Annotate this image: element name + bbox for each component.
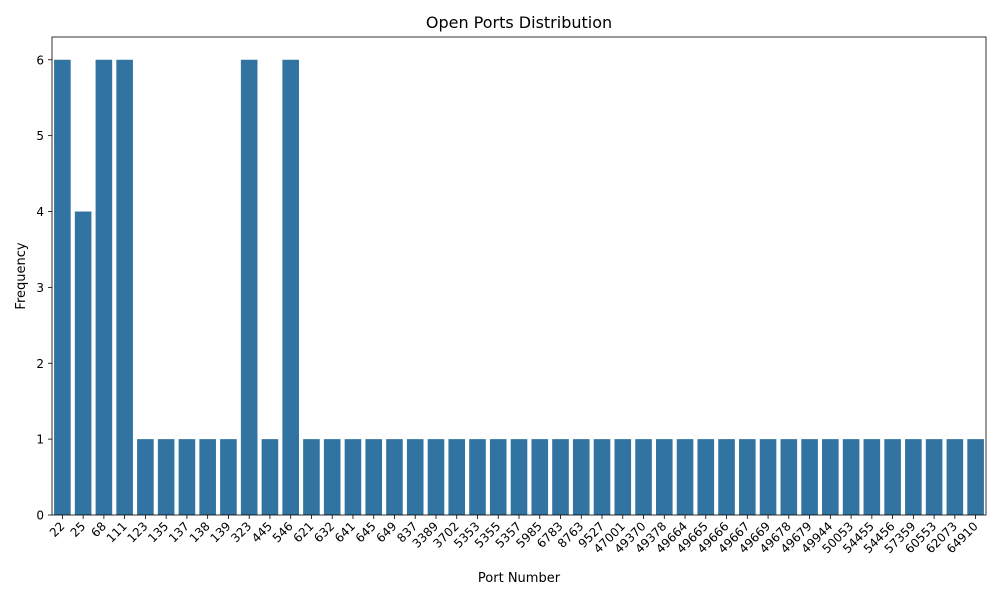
bar-49378 bbox=[655, 439, 673, 515]
x-tick-label: 632 bbox=[311, 519, 337, 545]
bar-621 bbox=[303, 439, 320, 515]
bar-837 bbox=[406, 439, 424, 515]
chart-title: Open Ports Distribution bbox=[426, 13, 612, 32]
bar-3389 bbox=[427, 439, 445, 515]
bar-49678 bbox=[780, 439, 798, 515]
bar-5355 bbox=[489, 439, 507, 515]
y-axis-label: Frequency bbox=[14, 242, 29, 309]
x-tick-label: 135 bbox=[145, 519, 171, 545]
x-tick-label: 445 bbox=[249, 519, 275, 545]
x-axis: 22 25 681111231351371381393234455466216326… bbox=[47, 515, 981, 556]
bar-5985 bbox=[531, 439, 549, 515]
bar-135 bbox=[157, 439, 175, 515]
x-tick-label: 139 bbox=[207, 519, 233, 545]
x-tick-label: 641 bbox=[332, 519, 358, 545]
y-tick-label: 4 bbox=[36, 205, 44, 219]
bar-49665 bbox=[697, 439, 715, 515]
bar-64910 bbox=[967, 439, 984, 515]
x-tick-label: 621 bbox=[290, 519, 316, 545]
y-tick-label: 2 bbox=[36, 357, 44, 371]
bar-60553 bbox=[925, 439, 943, 515]
bar-123 bbox=[137, 439, 154, 515]
bar-649 bbox=[386, 439, 403, 515]
bar-50053 bbox=[842, 439, 860, 515]
bar-49679 bbox=[801, 439, 818, 515]
x-tick-label: 138 bbox=[187, 519, 213, 545]
bar-139 bbox=[220, 439, 237, 515]
bar-5357 bbox=[510, 439, 528, 515]
bar-49666 bbox=[718, 439, 735, 515]
bar-22 bbox=[54, 59, 71, 515]
x-tick-label: 645 bbox=[353, 519, 379, 545]
bar-62073 bbox=[946, 439, 964, 515]
bar-3702 bbox=[448, 439, 466, 515]
bar-9527 bbox=[593, 439, 611, 515]
bar-47001 bbox=[614, 439, 632, 515]
bar-137 bbox=[178, 439, 196, 515]
y-tick-label: 5 bbox=[36, 129, 44, 143]
bar-632 bbox=[323, 439, 341, 515]
bar-645 bbox=[365, 439, 383, 515]
x-tick-label: 649 bbox=[373, 519, 399, 545]
bar-49667 bbox=[739, 439, 756, 515]
bar-546 bbox=[282, 59, 299, 515]
bar-49669 bbox=[759, 439, 777, 515]
bar-54456 bbox=[884, 439, 901, 515]
x-tick-label: 323 bbox=[228, 519, 254, 545]
bar-49370 bbox=[635, 439, 652, 515]
x-tick-label: 137 bbox=[166, 519, 192, 545]
bar-57359 bbox=[905, 439, 922, 515]
x-tick-label: 111 bbox=[104, 519, 130, 545]
x-tick-label: 25 bbox=[68, 519, 89, 540]
bar-49944 bbox=[822, 439, 839, 515]
bar-138 bbox=[199, 439, 216, 515]
y-tick-label: 6 bbox=[36, 53, 44, 67]
bar-323 bbox=[240, 59, 258, 515]
y-tick-label: 1 bbox=[36, 433, 44, 447]
x-tick-label: 123 bbox=[124, 519, 150, 545]
bar-8763 bbox=[572, 439, 590, 515]
y-tick-label: 3 bbox=[36, 281, 44, 295]
bar-111 bbox=[116, 59, 133, 515]
bar-6783 bbox=[552, 439, 569, 515]
y-tick-label: 0 bbox=[36, 509, 44, 523]
x-axis-label: Port Number bbox=[478, 571, 561, 586]
plot-area bbox=[51, 36, 987, 516]
bar-49664 bbox=[676, 439, 694, 515]
x-tick-label: 22 bbox=[47, 519, 68, 540]
bar-445 bbox=[261, 439, 279, 515]
bar-641 bbox=[344, 439, 362, 515]
bar-54455 bbox=[863, 439, 881, 515]
bar-25 bbox=[74, 211, 92, 515]
y-axis: 0 1 2 3 4 5 6 bbox=[36, 53, 52, 523]
bar-5353 bbox=[469, 439, 486, 515]
x-tick-label: 546 bbox=[270, 519, 296, 545]
bar-68 bbox=[95, 59, 113, 515]
